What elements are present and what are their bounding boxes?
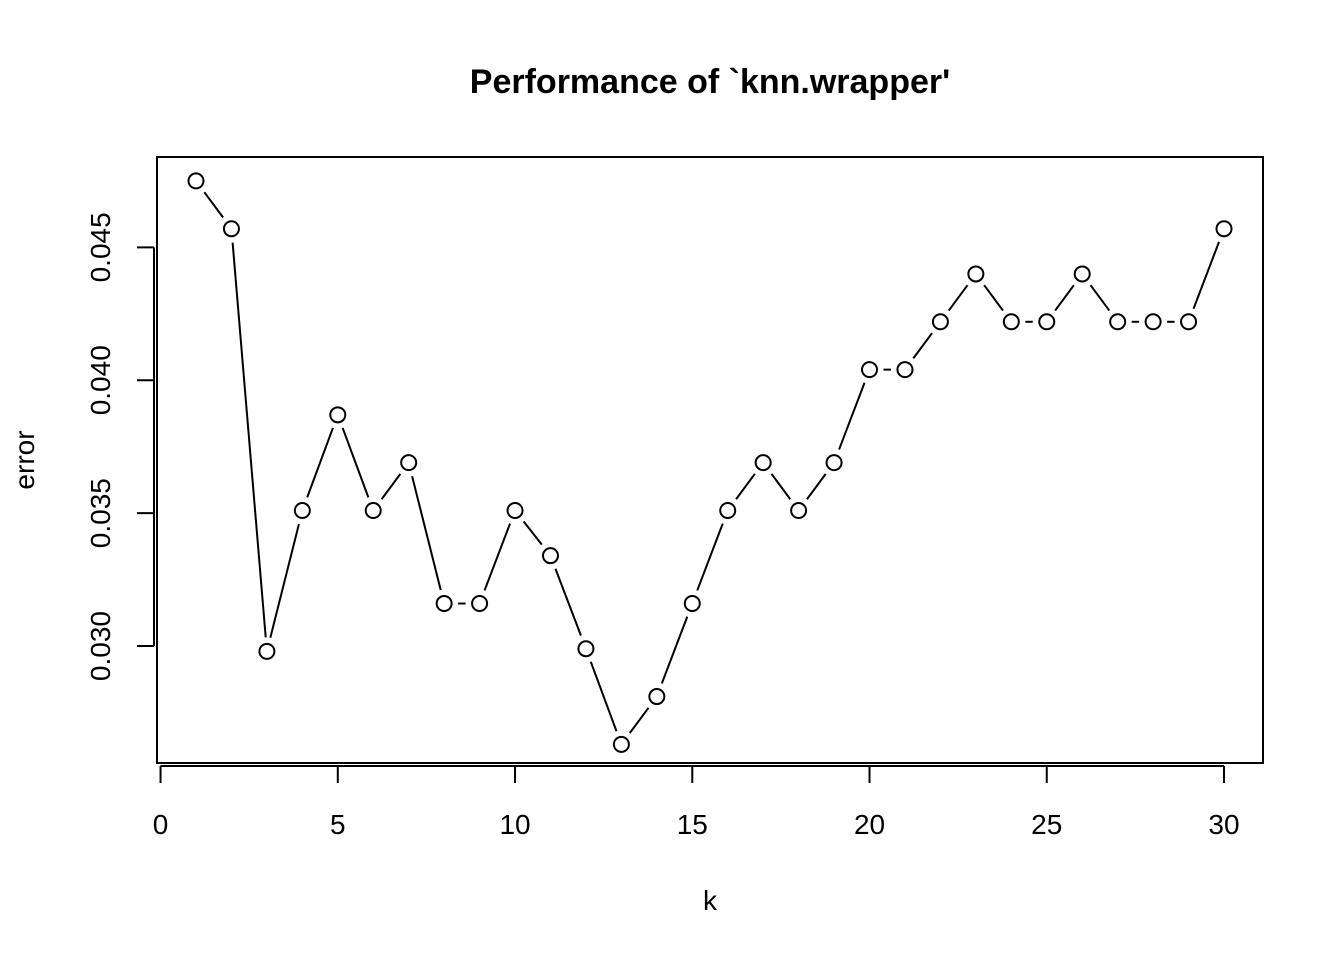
series-segment: [269, 523, 300, 639]
series-segment: [660, 616, 689, 684]
series-segment: [947, 284, 969, 312]
series-segment: [411, 475, 442, 591]
data-point: [506, 502, 524, 519]
series-segment: [231, 242, 267, 638]
series-segment: [1192, 241, 1220, 310]
series-points: [187, 172, 1233, 753]
data-point: [577, 640, 595, 658]
y-axis-label: error: [9, 430, 40, 489]
data-point: [896, 361, 914, 379]
data-point: [931, 313, 949, 331]
y-tick-label: 0.030: [85, 611, 116, 681]
data-point: [612, 735, 630, 753]
series-line: [203, 191, 1220, 734]
x-tick-label: 30: [1208, 809, 1239, 840]
data-point: [187, 172, 205, 190]
series-segment: [341, 427, 370, 498]
x-tick-label: 25: [1031, 809, 1062, 840]
series-segment: [838, 382, 866, 450]
x-tick-label: 10: [499, 809, 530, 840]
x-tick-label: 0: [153, 809, 169, 840]
data-point: [967, 265, 985, 283]
data-point: [329, 406, 347, 424]
data-point: [541, 547, 559, 565]
data-point: [293, 502, 311, 519]
data-point: [435, 595, 453, 613]
data-point: [1109, 313, 1127, 331]
data-point: [754, 454, 772, 472]
series-segment: [483, 523, 511, 591]
series-segment: [1089, 284, 1111, 312]
data-point: [471, 595, 489, 613]
x-tick-label: 5: [330, 809, 346, 840]
series-segment: [735, 473, 756, 500]
data-point: [1002, 313, 1020, 331]
series-segment: [380, 473, 402, 500]
y-tick-label: 0.040: [85, 345, 116, 415]
x-tick-label: 20: [854, 809, 885, 840]
series-segment: [203, 191, 224, 219]
series-segment: [806, 473, 827, 500]
chart-title: Performance of `knn.wrapper': [470, 63, 950, 101]
series-segment: [912, 332, 933, 359]
series-segment: [522, 520, 543, 546]
series-segment: [983, 284, 1004, 312]
data-point: [861, 361, 879, 379]
data-point: [1180, 313, 1198, 331]
data-point: [258, 642, 276, 660]
data-point: [683, 595, 701, 613]
data-point: [400, 454, 418, 472]
series-segment: [628, 707, 650, 734]
data-point: [1073, 265, 1091, 283]
series-segment: [696, 523, 724, 591]
data-point: [1144, 313, 1162, 331]
data-point: [1038, 313, 1056, 331]
y-tick-label: 0.045: [85, 212, 116, 282]
data-point: [719, 502, 737, 519]
series-segment: [1054, 284, 1075, 312]
data-point: [648, 688, 666, 706]
y-axis: 0.030 0.035 0.040 0.045: [85, 212, 155, 681]
data-point: [825, 454, 843, 472]
x-axis-label: k: [703, 885, 718, 916]
data-point: [790, 502, 808, 519]
x-axis: 0 5 10 15 20 25 30: [153, 765, 1240, 840]
data-point: [222, 220, 240, 238]
series-segment: [554, 568, 582, 636]
series-segment: [589, 661, 618, 732]
data-point: [1215, 220, 1233, 238]
series-segment: [306, 427, 334, 498]
y-tick-label: 0.035: [85, 478, 116, 548]
plot-frame: [156, 156, 1264, 764]
x-tick-label: 15: [677, 809, 708, 840]
series-segment: [770, 473, 792, 500]
data-point: [364, 502, 382, 519]
